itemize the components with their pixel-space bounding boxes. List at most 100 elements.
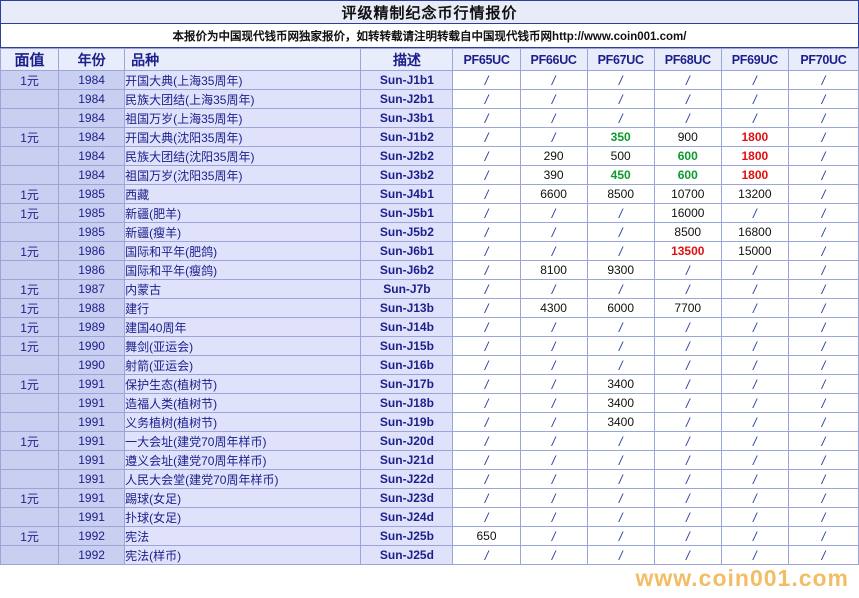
cell-face — [0, 260, 60, 280]
cell-price-pf66uc: 4300 — [519, 298, 588, 318]
cell-price-pf69uc: 15000 — [720, 241, 789, 261]
price-value: / — [484, 167, 489, 183]
price-value: / — [551, 338, 556, 354]
cell-price-pf66uc: / — [519, 317, 588, 337]
price-value: 3400 — [607, 377, 635, 391]
table-body: 1元 1984 开国大典(上海35周年) Sun-J1b1// / / //1984 民族大团… — [0, 70, 859, 565]
price-value: / — [551, 91, 556, 107]
price-value: / — [753, 319, 757, 335]
cell-description-code: Sun-J5b2 — [360, 222, 454, 242]
cell-variety-name: 国际和平年(瘦鸽) — [124, 260, 362, 280]
price-value: / — [618, 452, 623, 468]
price-value: / — [484, 243, 489, 259]
cell-price-pf66uc: 290 — [519, 146, 588, 166]
cell-price-pf66uc: / — [519, 507, 588, 527]
cell-variety-name: 射箭(亚运会) — [124, 355, 362, 375]
price-value: / — [685, 91, 690, 107]
price-value: / — [551, 528, 556, 544]
cell-price-pf65uc: / — [452, 336, 521, 356]
cell-price-pf66uc: / — [519, 70, 588, 90]
price-value: / — [753, 433, 757, 449]
cell-variety-name: 国际和平年(肥鸽) — [124, 241, 362, 261]
cell-description-code: Sun-J15b — [360, 336, 454, 356]
cell-variety-name: 一大会址(建党70周年样币) — [124, 431, 362, 451]
price-value: / — [753, 395, 757, 411]
cell-year: 1984 — [58, 70, 126, 90]
cell-price-pf66uc: / — [519, 336, 588, 356]
cell-price-pf68uc: / — [653, 89, 722, 109]
cell-price-pf68uc: / — [653, 279, 722, 299]
price-value: / — [753, 509, 757, 525]
column-header-pf68uc: PF68UC — [653, 48, 722, 71]
cell-price-pf65uc: / — [452, 450, 521, 470]
price-value: / — [821, 338, 826, 354]
column-header-pf65uc: PF65UC — [452, 48, 521, 71]
cell-face: 1元 — [0, 203, 60, 223]
cell-price-pf67uc: 500 — [586, 146, 655, 166]
table-row: 1992 宪法(样币) Sun-J25d / / / / / / — [0, 545, 859, 565]
price-value: / — [551, 72, 556, 88]
table-row: 1元 1985 新疆(肥羊) Sun-J5b1 / / / 16000 / / — [0, 203, 859, 223]
price-value: / — [484, 490, 489, 506]
cell-variety-name: 舞剑(亚运会) — [124, 336, 362, 356]
table-row: 1元 1991 一大会址(建党70周年样币) Sun-J20d / / / / / / — [0, 431, 859, 451]
price-value: 9300 — [607, 263, 635, 277]
price-value: / — [685, 357, 690, 373]
cell-price-pf67uc: 8500 — [586, 184, 655, 204]
column-header-pf66uc: PF66UC — [519, 48, 588, 71]
price-value: 1800 — [741, 168, 769, 182]
cell-variety-name: 新疆(瘦羊) — [124, 222, 362, 242]
cell-price-pf65uc: / — [452, 393, 521, 413]
price-value: / — [484, 338, 489, 354]
cell-price-pf69uc: 16800 — [720, 222, 789, 242]
cell-price-pf67uc: / — [586, 336, 655, 356]
price-value: 350 — [610, 130, 631, 144]
cell-description-code: Sun-J3b2 — [360, 165, 454, 185]
cell-variety-name: 民族大团结(上海35周年) — [124, 89, 362, 109]
price-value: / — [618, 224, 623, 240]
cell-face: 1元 — [0, 488, 60, 508]
cell-price-pf69uc: / — [720, 355, 789, 375]
cell-price-pf65uc: / — [452, 89, 521, 109]
price-value: / — [618, 110, 623, 126]
price-value: / — [551, 452, 556, 468]
price-value: / — [618, 205, 623, 221]
price-value: 7700 — [674, 301, 702, 315]
table-row: 1991 造福人类(植树节) Sun-J18b / / 3400 / / / — [0, 393, 859, 413]
cell-price-pf68uc: / — [653, 70, 722, 90]
table-row: 1991 人民大会堂(建党70周年样币) Sun-J22d / / / / / / — [0, 469, 859, 489]
price-value: / — [484, 262, 489, 278]
price-value: / — [484, 376, 489, 392]
cell-price-pf66uc: / — [519, 488, 588, 508]
table-row: 1984 民族大团结(沈阳35周年) Sun-J2b2 / 290 500 600 1800 / — [0, 146, 859, 166]
cell-price-pf68uc: 600 — [653, 165, 722, 185]
price-value: / — [753, 357, 757, 373]
cell-year: 1991 — [58, 393, 126, 413]
cell-price-pf66uc: / — [519, 279, 588, 299]
price-value: 600 — [677, 149, 698, 163]
cell-price-pf67uc: / — [586, 241, 655, 261]
table-row: 1986 国际和平年(瘦鸽) Sun-J6b2 / 8100 9300 / / / — [0, 260, 859, 280]
price-value: / — [484, 471, 489, 487]
cell-price-pf69uc: 1800 — [720, 146, 789, 166]
price-value: / — [821, 319, 826, 335]
cell-face: 1元 — [0, 336, 60, 356]
price-value: 500 — [610, 149, 631, 163]
cell-price-pf69uc: / — [720, 507, 789, 527]
cell-price-pf65uc: / — [452, 165, 521, 185]
cell-variety-name: 祖国万岁(上海35周年) — [124, 108, 362, 128]
cell-price-pf65uc: / — [452, 412, 521, 432]
price-value: / — [685, 262, 690, 278]
cell-price-pf67uc: / — [586, 89, 655, 109]
cell-year: 1984 — [58, 127, 126, 147]
table-row: 1元 1989 建国40周年 Sun-J14b / / / / / / — [0, 317, 859, 337]
cell-price-pf69uc: / — [720, 279, 789, 299]
cell-variety-name: 宪法(样币) — [124, 545, 362, 565]
price-value: / — [753, 376, 757, 392]
price-value: / — [685, 395, 690, 411]
cell-price-pf65uc: / — [452, 317, 521, 337]
price-value: / — [618, 243, 623, 259]
cell-price-pf67uc: / — [586, 488, 655, 508]
cell-price-pf69uc: / — [720, 450, 789, 470]
price-value: / — [551, 490, 556, 506]
